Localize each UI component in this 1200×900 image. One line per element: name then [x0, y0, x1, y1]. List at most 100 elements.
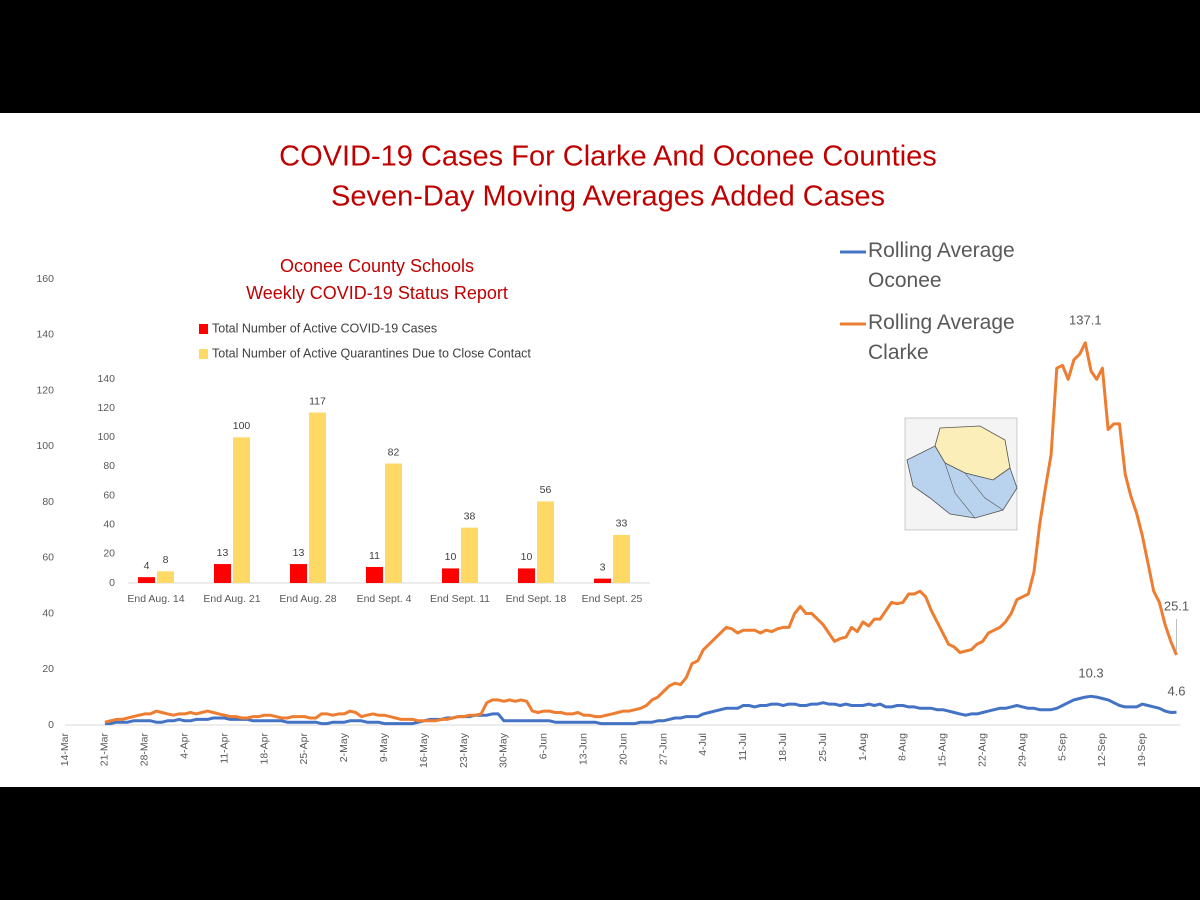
y-tick-label: 0	[48, 719, 54, 731]
bar	[537, 501, 554, 583]
x-tick-label: End Aug. 28	[279, 593, 336, 605]
x-tick-label: 1-Aug	[857, 733, 869, 761]
data-label: 33	[616, 518, 628, 530]
legend-entry: Rolling Average Oconee	[868, 239, 1015, 292]
legend-swatch	[199, 324, 208, 334]
x-tick-label: End Aug. 21	[203, 593, 260, 605]
bar	[309, 412, 326, 583]
y-tick-label: 60	[103, 489, 115, 501]
x-tick-label: 19-Sep	[1136, 733, 1148, 767]
x-tick-label: 25-Apr	[298, 732, 310, 764]
y-tick-label: 120	[97, 402, 115, 414]
chart-title: COVID-19 Cases For Clarke And Oconee Cou…	[279, 141, 937, 173]
legend-label: Rolling Average Oconee	[868, 239, 1015, 292]
data-label: 38	[464, 510, 476, 522]
bar	[613, 534, 630, 583]
map-border	[944, 462, 976, 519]
x-tick-label: 9-May	[378, 732, 390, 762]
y-tick-label: 100	[97, 431, 115, 443]
bar	[385, 463, 402, 583]
y-tick-label: 120	[36, 384, 54, 396]
x-tick-label: 27-Jun	[657, 733, 669, 765]
map-border	[964, 472, 1004, 511]
x-tick-label: 18-Jul	[777, 733, 789, 762]
x-tick-label: 23-May	[458, 732, 470, 768]
y-tick-label: 40	[103, 518, 115, 530]
bar	[214, 564, 231, 583]
bar	[366, 566, 383, 583]
x-tick-label: 4-Apr	[178, 733, 190, 759]
x-tick-label: 4-Jul	[697, 733, 709, 756]
legend-label: Total Number of Active COVID-19 Cases	[212, 321, 437, 335]
slide-background	[0, 113, 1200, 787]
y-tick-label: 80	[42, 496, 54, 508]
x-tick-label: 25-Jul	[817, 733, 829, 762]
x-tick-label: 6-Jun	[538, 733, 550, 759]
data-label: 117	[309, 395, 326, 407]
bar	[290, 564, 307, 583]
bar	[518, 568, 535, 583]
bar	[233, 437, 250, 583]
data-label: 8	[163, 554, 169, 566]
data-label: 137.1	[1069, 312, 1102, 327]
x-tick-label: 8-Aug	[897, 733, 909, 761]
x-tick-label: 30-May	[498, 732, 510, 768]
bar	[442, 568, 459, 583]
data-label: 13	[293, 547, 305, 559]
x-tick-label: 29-Aug	[1016, 733, 1028, 767]
x-tick-label: 12-Sep	[1096, 733, 1108, 767]
data-label: 4.6	[1167, 684, 1185, 699]
y-tick-label: 0	[109, 577, 115, 589]
data-label: 11	[369, 550, 380, 562]
x-tick-label: 28-Mar	[139, 733, 151, 767]
y-tick-label: 40	[42, 607, 54, 619]
data-line	[104, 694, 1177, 726]
data-label: 100	[233, 420, 251, 432]
data-label: 3	[600, 561, 606, 573]
legend-label: Rolling Average Clarke	[868, 311, 1015, 364]
county-map	[904, 417, 1018, 531]
legend-label: Total Number of Active Quarantines Due t…	[212, 346, 531, 360]
bar	[157, 571, 174, 583]
chart-subtitle: Seven-Day Moving Averages Added Cases	[331, 181, 885, 213]
x-tick-label: 20-Jun	[617, 733, 629, 765]
x-tick-label: End Sept. 18	[506, 593, 567, 605]
x-tick-label: 11-Apr	[218, 733, 230, 764]
y-tick-label: 20	[103, 548, 115, 560]
inset-title: Oconee County Schools	[280, 256, 474, 276]
x-tick-label: End Sept. 11	[430, 593, 490, 605]
y-tick-label: 100	[36, 440, 54, 452]
y-tick-label: 80	[103, 460, 115, 472]
x-tick-label: 22-Aug	[976, 733, 988, 767]
inset-subtitle: Weekly COVID-19 Status Report	[246, 283, 508, 303]
x-tick-label: 11-Jul	[737, 733, 749, 761]
legend-swatch	[199, 349, 208, 359]
x-tick-label: End Sept. 25	[582, 593, 643, 605]
x-tick-label: 13-Jun	[577, 733, 589, 765]
y-tick-label: 140	[97, 373, 115, 385]
y-tick-label: 20	[42, 663, 54, 675]
x-tick-label: 16-May	[418, 732, 430, 768]
y-tick-label: 160	[36, 273, 54, 285]
bar	[138, 577, 155, 583]
data-label: 56	[540, 484, 552, 496]
x-tick-label: End Sept. 4	[357, 593, 412, 605]
legend-entry: Rolling Average Clarke	[868, 311, 1015, 364]
x-tick-label: 5-Sep	[1056, 733, 1068, 761]
data-label: 13	[217, 547, 229, 559]
bar	[594, 578, 611, 583]
data-label: 82	[388, 446, 400, 458]
bar	[461, 527, 478, 583]
data-label: 4	[144, 560, 150, 572]
x-tick-label: 15-Aug	[937, 733, 949, 767]
data-label: 10.3	[1078, 666, 1103, 681]
x-tick-label: 14-Mar	[59, 733, 71, 767]
x-tick-label: 18-Apr	[258, 732, 270, 764]
y-tick-label: 60	[42, 552, 54, 564]
data-label: 10	[521, 551, 533, 563]
data-label: 25.1	[1164, 598, 1189, 613]
data-label: 10	[445, 551, 457, 563]
data-line	[104, 341, 1178, 724]
